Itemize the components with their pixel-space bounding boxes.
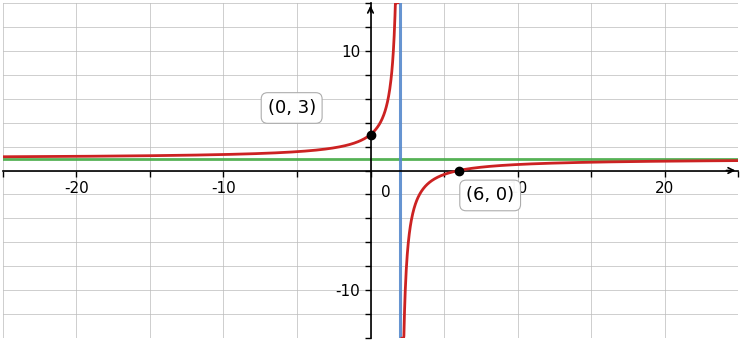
Text: (6, 0): (6, 0): [466, 187, 514, 205]
Text: 0: 0: [381, 185, 391, 200]
Text: (0, 3): (0, 3): [268, 99, 316, 117]
